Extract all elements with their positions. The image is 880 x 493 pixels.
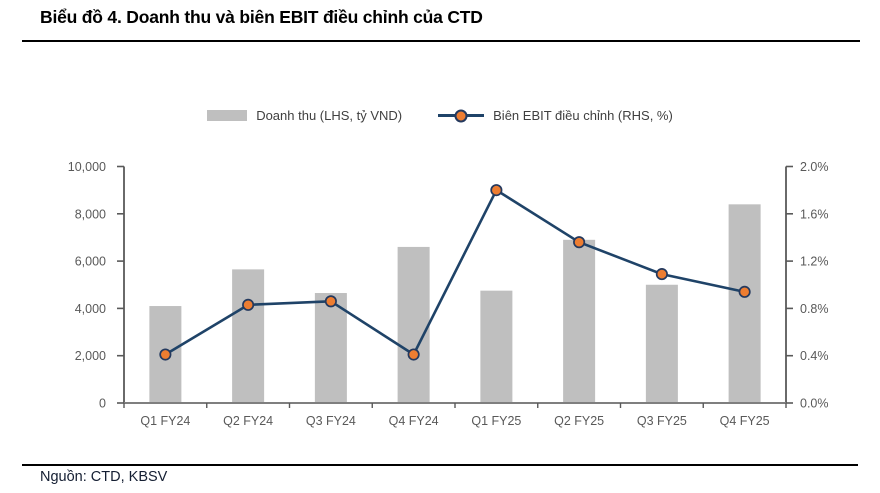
line-marker-Q3 FY25 xyxy=(655,268,668,281)
legend: Doanh thu (LHS, tỷ VND) Biên EBIT điều c… xyxy=(0,108,880,123)
line-marker-Q3 FY24 xyxy=(324,295,337,308)
right-axis-tick-label: 1.2% xyxy=(800,255,829,269)
line-marker-dot-icon xyxy=(454,109,468,122)
line-marker-Q4 FY24 xyxy=(407,348,420,361)
x-axis-label-Q2 FY24: Q2 FY24 xyxy=(223,414,273,428)
left-axis-tick-label: 4,000 xyxy=(75,302,106,316)
bar-Q4 FY24 xyxy=(397,246,430,403)
legend-item-revenue: Doanh thu (LHS, tỷ VND) xyxy=(207,108,402,123)
x-axis-label-Q4 FY25: Q4 FY25 xyxy=(720,414,770,428)
left-axis-tick-label: 0 xyxy=(99,397,106,411)
legend-label-revenue: Doanh thu (LHS, tỷ VND) xyxy=(256,108,403,123)
bar-Q1 FY25 xyxy=(480,290,513,403)
x-axis-label-Q2 FY25: Q2 FY25 xyxy=(554,414,604,428)
bar-Q4 FY25 xyxy=(728,204,761,403)
line-marker-Q2 FY25 xyxy=(573,236,586,249)
right-axis-tick-label: 0.4% xyxy=(800,349,829,363)
left-axis-tick-label: 6,000 xyxy=(75,255,106,269)
x-axis-label-Q1 FY24: Q1 FY24 xyxy=(140,414,190,428)
footer-divider xyxy=(22,464,858,466)
right-axis-tick-label: 2.0% xyxy=(800,160,829,174)
line-marker-Q1 FY24 xyxy=(159,348,172,361)
line-marker-Q4 FY25 xyxy=(738,285,751,298)
header-divider xyxy=(22,40,860,42)
bar-Q2 FY25 xyxy=(563,239,596,403)
bar-Q3 FY24 xyxy=(314,293,347,403)
x-axis-label-Q1 FY25: Q1 FY25 xyxy=(471,414,521,428)
right-axis-tick-label: 0.8% xyxy=(800,302,829,316)
line-marker-Q2 FY24 xyxy=(242,298,255,311)
right-axis-tick-label: 1.6% xyxy=(800,207,829,221)
left-axis-tick-label: 2,000 xyxy=(75,349,106,363)
right-axis-tick-label: 0.0% xyxy=(800,397,829,411)
bar-Q3 FY25 xyxy=(645,284,678,403)
line-marker-Q1 FY25 xyxy=(490,184,503,197)
x-axis-label-Q3 FY24: Q3 FY24 xyxy=(306,414,356,428)
x-axis-label-Q4 FY24: Q4 FY24 xyxy=(389,414,439,428)
ebit-margin-line xyxy=(164,188,745,356)
bar-Q2 FY24 xyxy=(232,269,265,403)
chart-title: Biểu đồ 4. Doanh thu và biên EBIT điều c… xyxy=(40,7,483,27)
bar-swatch-icon xyxy=(207,110,248,121)
line-swatch-icon xyxy=(438,109,485,122)
source-note: Nguồn: CTD, KBSV xyxy=(40,469,168,485)
left-axis-tick-label: 10,000 xyxy=(68,160,106,174)
left-axis-tick-label: 8,000 xyxy=(75,207,106,221)
legend-item-ebit-margin: Biên EBIT điều chỉnh (RHS, %) xyxy=(438,108,673,123)
x-axis-label-Q3 FY25: Q3 FY25 xyxy=(637,414,687,428)
legend-label-ebit-margin: Biên EBIT điều chỉnh (RHS, %) xyxy=(493,108,673,123)
